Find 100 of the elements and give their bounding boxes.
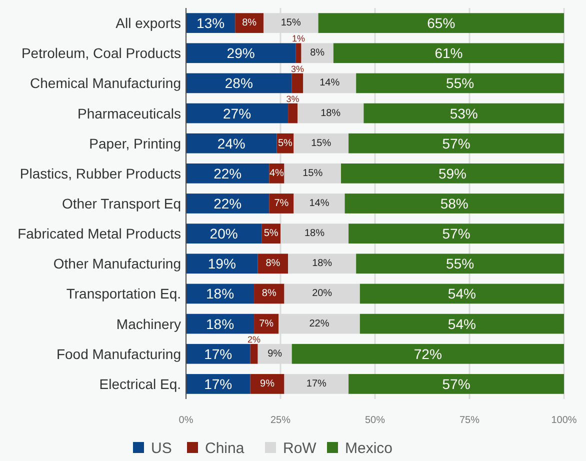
data-label: 7%	[274, 198, 289, 209]
bar	[292, 344, 564, 364]
data-label: 22%	[214, 196, 242, 212]
legend-label: Mexico	[345, 440, 393, 457]
bar	[186, 73, 292, 94]
bar	[186, 133, 277, 154]
bar	[284, 164, 341, 184]
x-tick-label: 100%	[551, 415, 577, 426]
data-label: 18%	[304, 228, 325, 240]
bar	[348, 224, 564, 244]
data-label: 59%	[438, 165, 467, 182]
y-tick-label: Electrical Eq.	[99, 376, 181, 392]
data-label: 57%	[442, 226, 470, 242]
data-label: 24%	[217, 135, 246, 152]
data-label: 61%	[434, 45, 463, 62]
bar	[364, 103, 564, 124]
data-label: 5%	[264, 228, 278, 240]
bar	[348, 133, 564, 154]
bar	[186, 254, 258, 274]
data-label: 3%	[286, 94, 300, 104]
data-label: 19%	[208, 256, 236, 272]
bar	[298, 103, 364, 124]
bar	[292, 73, 304, 94]
data-label: 72%	[414, 346, 442, 362]
bar	[186, 344, 250, 364]
y-tick-label: Paper, Printing	[89, 135, 181, 152]
bar	[303, 73, 356, 94]
data-label: 8%	[242, 18, 257, 29]
data-label: 18%	[312, 258, 332, 270]
y-tick-label: Other Manufacturing	[53, 256, 181, 272]
bar	[333, 43, 564, 64]
y-tick-label: Petroleum, Coal Products	[21, 45, 181, 62]
bar	[186, 194, 270, 214]
data-label: 9%	[268, 348, 282, 360]
data-label: 8%	[266, 258, 280, 270]
data-label: 8%	[262, 288, 276, 300]
data-label: 57%	[442, 376, 470, 392]
data-label: 20%	[312, 288, 332, 300]
data-label: 15%	[302, 168, 323, 179]
data-label: 58%	[440, 196, 468, 212]
legend-label: China	[205, 440, 245, 457]
x-tick-label: 75%	[459, 415, 480, 426]
bar	[250, 374, 284, 394]
data-label: 18%	[206, 286, 234, 302]
y-tick-label: Transportation Eq.	[66, 286, 181, 302]
data-label: 20%	[210, 226, 238, 242]
bar	[301, 43, 334, 64]
data-label: 18%	[206, 316, 234, 332]
bar	[186, 43, 296, 64]
bar	[294, 194, 345, 214]
bar	[284, 284, 360, 304]
data-label: 14%	[320, 78, 340, 89]
data-label: 28%	[224, 75, 253, 92]
bar	[344, 194, 564, 214]
x-tick-label: 50%	[364, 415, 386, 426]
data-label: 14%	[309, 198, 330, 209]
data-label: 54%	[448, 286, 476, 302]
y-tick-label: Other Transport Eq	[62, 196, 181, 212]
data-label: 65%	[427, 15, 456, 32]
bar	[186, 374, 250, 394]
data-label: 17%	[204, 346, 232, 362]
bar	[284, 374, 349, 394]
data-label: 53%	[450, 105, 478, 122]
data-label: 13%	[196, 15, 225, 32]
bar	[356, 254, 564, 274]
bar	[186, 103, 288, 124]
y-tick-label: Chemical Manufacturing	[30, 75, 181, 92]
bar	[318, 13, 564, 33]
data-label: 18%	[320, 108, 341, 119]
data-label: 57%	[442, 135, 470, 152]
bar	[296, 43, 302, 64]
y-tick-label: Fabricated Metal Products	[18, 226, 181, 242]
x-tick-label: 0%	[178, 415, 194, 426]
data-label: 1%	[292, 34, 305, 44]
y-tick-label: All exports	[116, 15, 181, 32]
bar	[186, 224, 262, 244]
x-tick-label: 25%	[270, 415, 291, 426]
y-tick-label: Pharmaceuticals	[78, 105, 181, 122]
data-label: 5%	[278, 138, 293, 149]
data-label: 55%	[446, 256, 474, 272]
data-label: 8%	[310, 48, 325, 59]
bar	[235, 13, 264, 33]
data-label: 29%	[226, 45, 255, 62]
bar	[294, 133, 349, 154]
bar	[340, 164, 564, 184]
data-label: 4%	[269, 168, 284, 179]
legend-label: RoW	[283, 440, 318, 457]
bar	[360, 314, 564, 334]
data-label: 2%	[248, 334, 261, 344]
legend-label: US	[151, 440, 172, 457]
y-tick-label: Food Manufacturing	[56, 346, 181, 362]
data-label: 7%	[259, 318, 274, 330]
bar	[186, 164, 270, 184]
data-label: 9%	[260, 378, 275, 390]
bar	[250, 344, 258, 364]
data-label: 54%	[448, 316, 476, 332]
bar	[356, 73, 564, 94]
bar	[360, 284, 564, 304]
data-label: 17%	[306, 378, 327, 390]
data-label: 15%	[280, 18, 302, 29]
